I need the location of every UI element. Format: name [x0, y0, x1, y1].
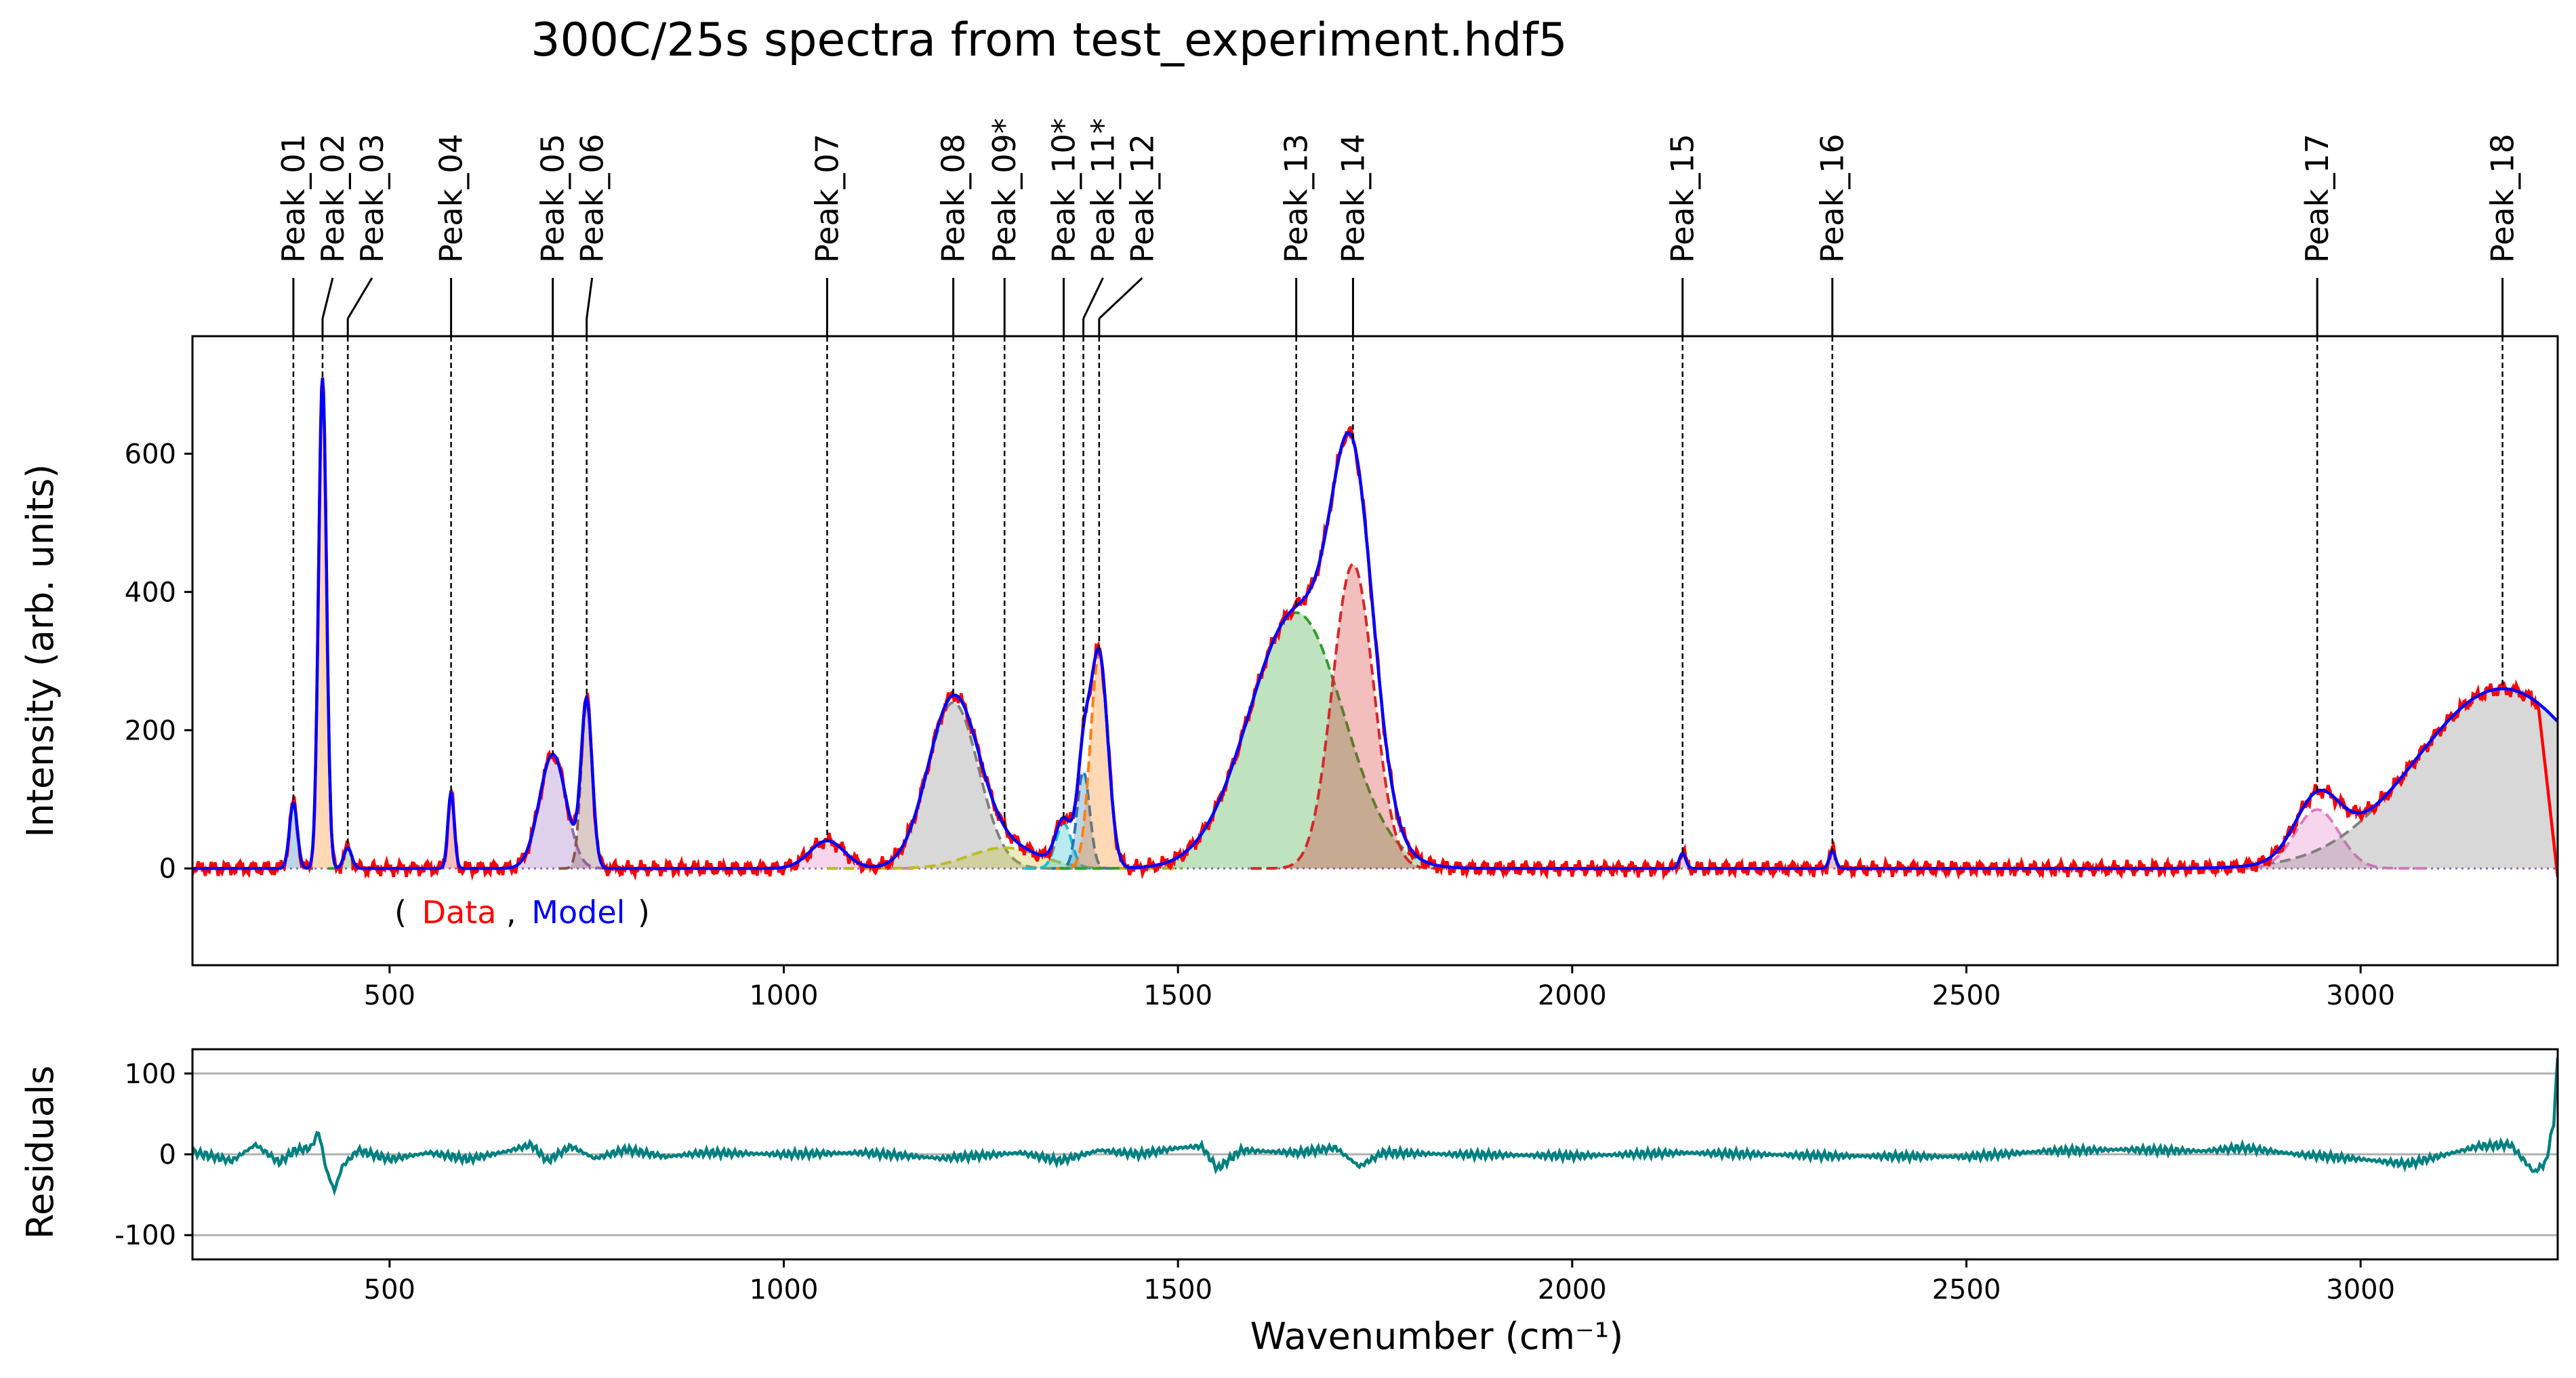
- peak-leader-diag-2: [321, 277, 334, 319]
- y-tick-label-4: 600: [125, 439, 176, 470]
- peak-fill-14: [1250, 564, 1456, 869]
- peak-label-5: Peak_05: [535, 134, 571, 263]
- peak-label-6: Peak_06: [574, 134, 611, 263]
- plot-area: [192, 373, 2558, 881]
- legend-open-paren: (: [394, 894, 407, 931]
- peak-fill-13: [1059, 612, 1533, 869]
- intensity-axis-label: Intensity (arb. units): [19, 464, 62, 838]
- chart-title: 300C/25s spectra from test_experiment.hd…: [531, 14, 1568, 67]
- peak-leader-diag-12: [1098, 277, 1143, 320]
- res-frame: [191, 1048, 2559, 1261]
- peak-label-8: Peak_08: [935, 134, 972, 263]
- y-tick-label-2: 200: [125, 715, 176, 746]
- peak-component-14: [1250, 563, 1456, 870]
- peak-fill-16: [1816, 851, 1848, 869]
- peak-fill-15: [1667, 853, 1698, 869]
- peak-label-14: Peak_14: [1334, 134, 1371, 263]
- peak-fill-17: [2207, 809, 2428, 869]
- peak-fill-2: [302, 378, 342, 869]
- legend-close-paren: ): [638, 894, 650, 931]
- res-y-tick-label-1: -100: [115, 1220, 176, 1251]
- legend: ( Data , Model ): [394, 894, 650, 931]
- res-y-tick-label-2: 0: [159, 1139, 176, 1171]
- res-x-tick-label-6: 3000: [2326, 1274, 2395, 1305]
- peak-label-2: Peak_02: [314, 134, 351, 263]
- y-tick-label-1: 0: [159, 853, 176, 885]
- peak-fill-7: [740, 840, 914, 869]
- peak-leader-diag-3: [346, 277, 373, 319]
- x-tick-label-4: 2000: [1538, 980, 1607, 1011]
- peak-label-1: Peak_01: [275, 134, 312, 263]
- peak-label-17: Peak_17: [2299, 134, 2335, 263]
- peak-label-12: Peak_12: [1124, 134, 1161, 263]
- peak-label-9: Peak_09*: [986, 118, 1023, 263]
- res-x-tick-label-2: 1000: [750, 1274, 819, 1305]
- legend-data-label: Data: [422, 894, 497, 931]
- peak-label-7: Peak_07: [809, 134, 846, 263]
- residuals-axis-label: Residuals: [19, 1066, 62, 1239]
- peak-label-3: Peak_03: [354, 134, 390, 263]
- peak-fill-6: [559, 702, 615, 869]
- legend-separator: ,: [506, 894, 516, 931]
- main-frame: [191, 335, 2559, 967]
- peak-leader-diag-6: [586, 277, 594, 319]
- res-x-tick-label-5: 2500: [1932, 1274, 2001, 1305]
- peak-fill-4: [435, 792, 467, 869]
- res-x-tick-label-1: 500: [364, 1274, 415, 1305]
- peak-leader-diag-11: [1082, 277, 1104, 319]
- peak-fill-3: [328, 847, 368, 869]
- res-y-tick-label-3: 100: [125, 1059, 176, 1090]
- x-tick-label-2: 1000: [750, 980, 819, 1011]
- peak-fill-12: [1055, 654, 1143, 869]
- peak-fill-18: [2068, 689, 2558, 869]
- peak-label-15: Peak_15: [1664, 134, 1701, 263]
- peak-label-4: Peak_04: [433, 134, 470, 263]
- peak-label-16: Peak_16: [1814, 134, 1851, 263]
- y-tick-label-3: 400: [125, 577, 176, 608]
- x-tick-label-1: 500: [364, 980, 415, 1011]
- x-tick-label-3: 1500: [1143, 980, 1212, 1011]
- residuals-line: [192, 1057, 2558, 1196]
- peak-label-18: Peak_18: [2485, 134, 2521, 263]
- peak-fill-10: [1024, 823, 1103, 869]
- legend-model-label: Model: [531, 894, 625, 931]
- wavenumber-axis-label: Wavenumber (cm⁻¹): [1250, 1315, 1624, 1358]
- peak-fill-8: [827, 702, 1080, 869]
- residuals-axes: -100 0 100 500 1000 1500 2000 2500 3000: [115, 1048, 2559, 1305]
- peak-fill-1: [273, 803, 313, 869]
- peak-fill-9: [827, 847, 1182, 869]
- peak-label-11: Peak_11*: [1085, 118, 1122, 263]
- peak-label-13: Peak_13: [1278, 134, 1315, 263]
- res-x-tick-label-4: 2000: [1538, 1274, 1607, 1305]
- x-tick-label-5: 2500: [1932, 980, 2001, 1011]
- x-tick-label-6: 3000: [2326, 980, 2395, 1011]
- res-x-tick-label-3: 1500: [1143, 1274, 1212, 1305]
- peak-label-10: Peak_10*: [1046, 118, 1082, 263]
- peak-component-9: [827, 846, 1182, 870]
- intensity-axes: Peak_01 Peak_02 Peak_03 Peak_04 Peak_05 Peak_…: [125, 118, 2559, 1011]
- peak-fill-5: [485, 754, 620, 869]
